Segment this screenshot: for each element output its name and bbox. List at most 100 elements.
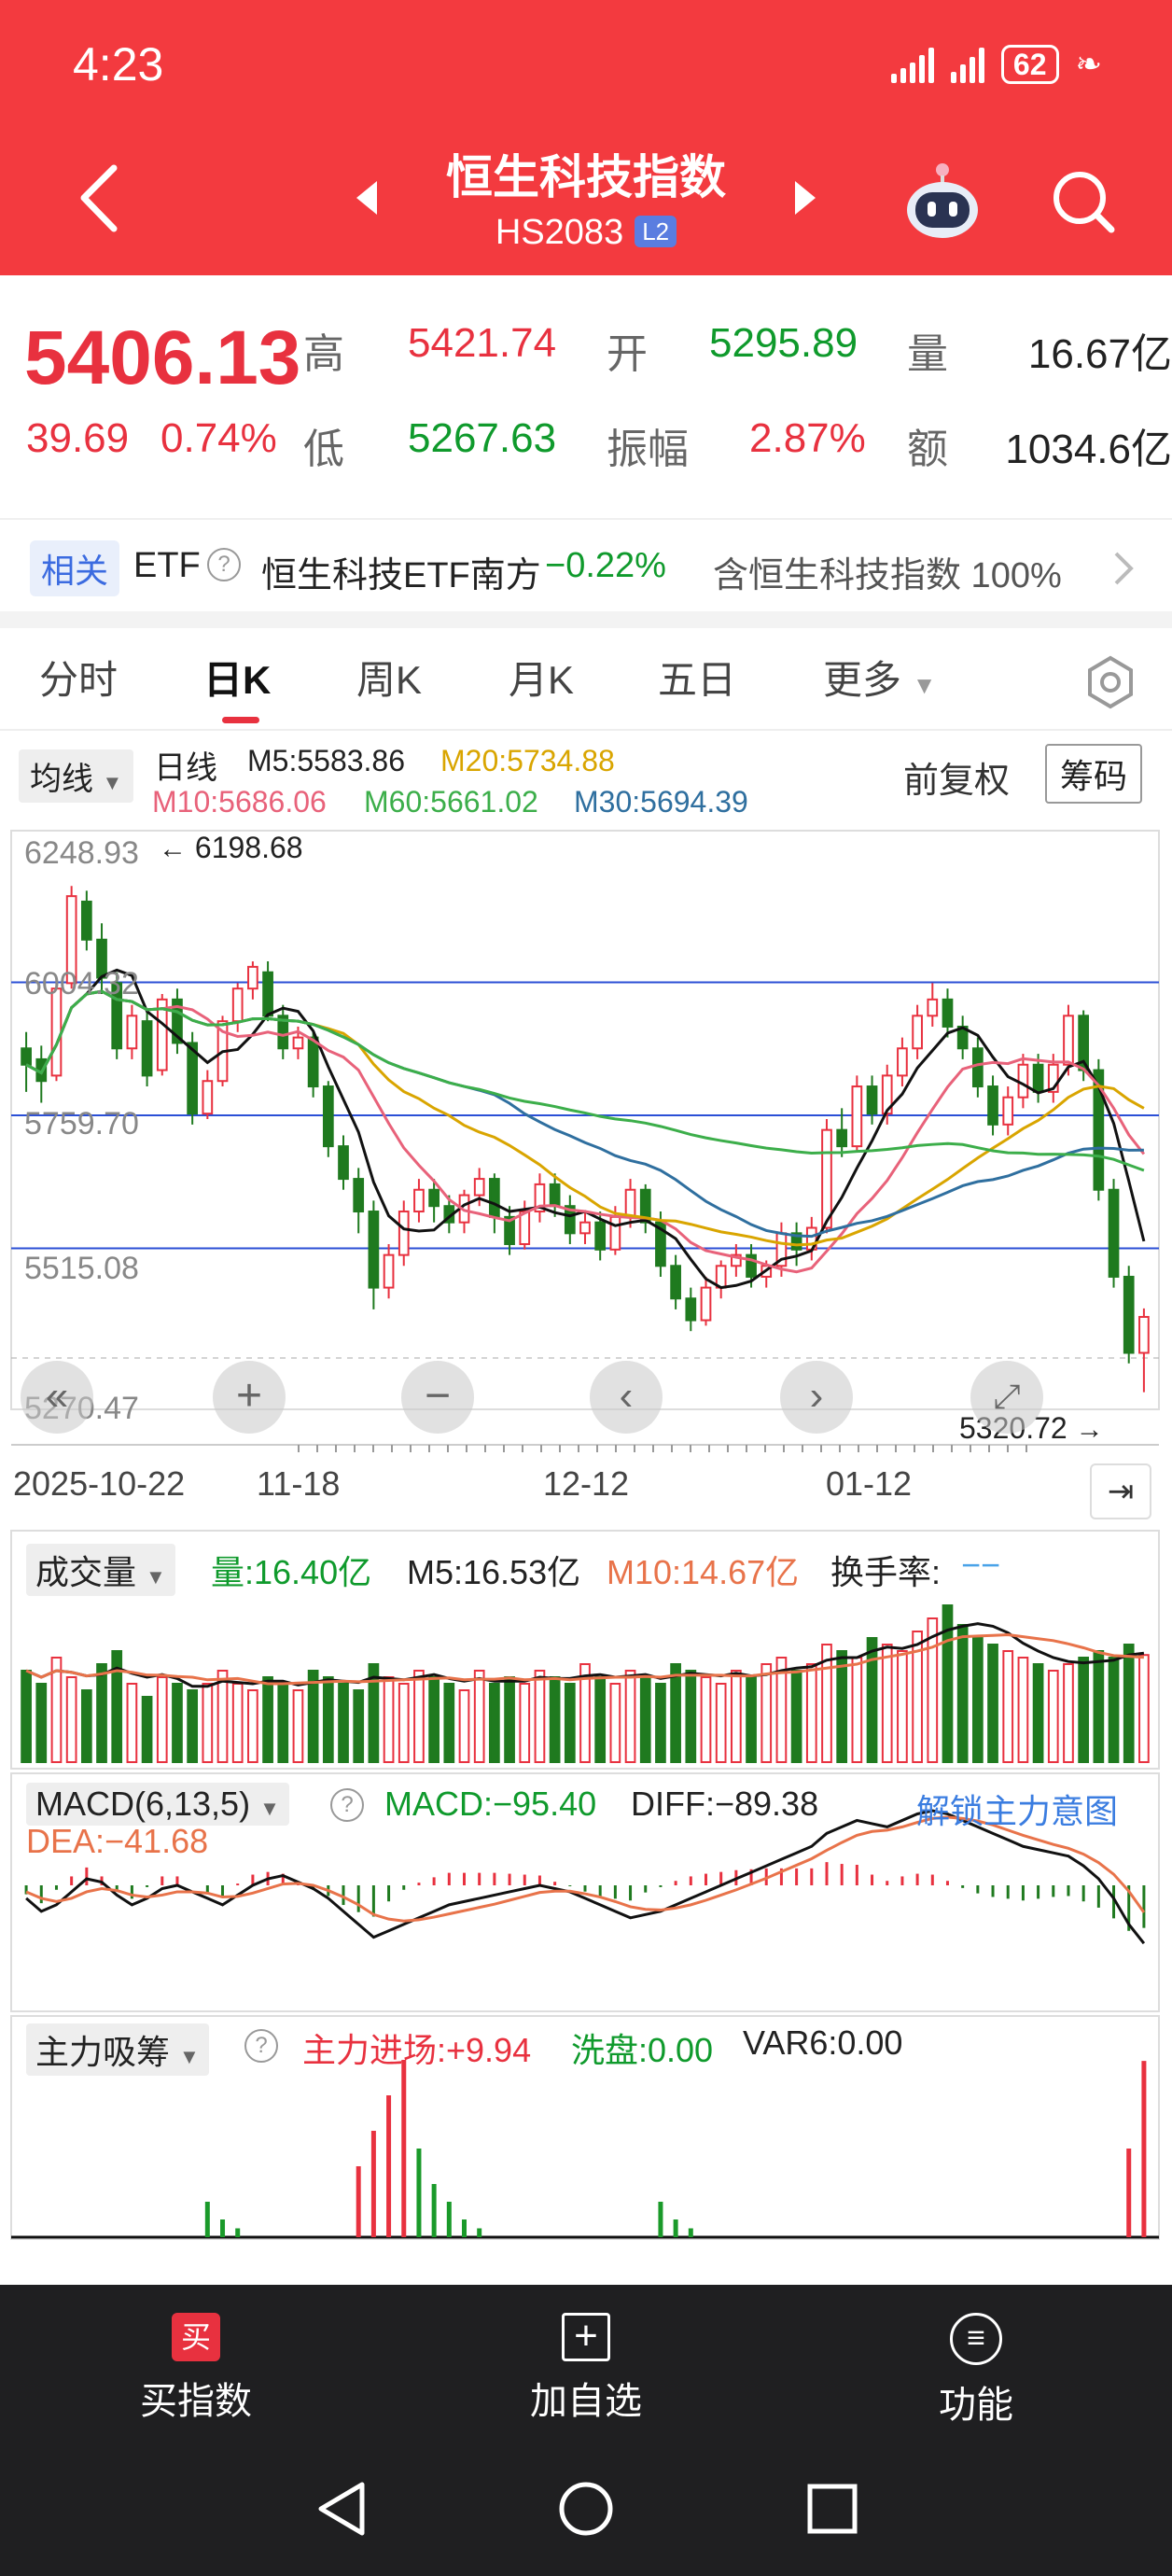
- chart-grid: [10, 830, 1160, 1410]
- ma20-line: [25, 989, 1145, 1247]
- unlock-link[interactable]: 解锁主力意图: [916, 1792, 1119, 1830]
- volume-bar: [277, 1683, 289, 1763]
- next-index-icon[interactable]: [791, 179, 819, 217]
- candle-body: [594, 1221, 607, 1251]
- volume-bar: [262, 1676, 273, 1763]
- ma-selector-label: 均线: [30, 762, 93, 797]
- candle-body: [1108, 1188, 1120, 1278]
- index-code: HS2083 L2: [0, 213, 1172, 253]
- macd-value: MACD:−95.40: [384, 1785, 597, 1823]
- robot-assistant-icon[interactable]: [900, 159, 984, 243]
- buy-index-button[interactable]: 买 买指数: [103, 2313, 289, 2425]
- candle-body: [187, 1042, 199, 1115]
- prev-index-icon[interactable]: [353, 179, 381, 217]
- current-price: 5406.13: [24, 315, 301, 400]
- back-icon[interactable]: [75, 163, 121, 233]
- leaf-icon: ❧: [1075, 47, 1103, 82]
- tab-more-label: 更多: [823, 658, 902, 702]
- tab-weekk[interactable]: 周K: [356, 658, 423, 702]
- help-icon[interactable]: ?: [244, 2029, 278, 2063]
- help-icon[interactable]: ?: [330, 1788, 364, 1822]
- volume-bar: [655, 1683, 666, 1763]
- volume-bar: [1017, 1657, 1029, 1763]
- function-button[interactable]: ≡ 功能: [883, 2313, 1069, 2429]
- vol-ma10-line: [25, 1632, 1145, 1686]
- tab-more[interactable]: 更多 ▼: [823, 649, 936, 706]
- volume-bar: [398, 1683, 410, 1763]
- caret-down-icon: ▼: [146, 1565, 166, 1589]
- volume-selector[interactable]: 成交量 ▼: [26, 1544, 175, 1596]
- signal-icon: [890, 46, 934, 83]
- amplitude-value: 2.87%: [749, 415, 866, 461]
- volume-bar: [96, 1663, 107, 1763]
- volume-bar: [1047, 1670, 1059, 1763]
- scroll-end-button[interactable]: ⇥: [1090, 1463, 1151, 1519]
- volume-bar: [594, 1676, 607, 1763]
- candle-body: [746, 1253, 757, 1278]
- etf-row[interactable]: 相关 ETF ? 恒生科技ETF南方 −0.22% 含恒生科技指数 100%: [0, 518, 1172, 611]
- adjust-label[interactable]: 前复权: [903, 762, 1011, 801]
- vol-ma5-line: [25, 1622, 1145, 1688]
- candle-body: [50, 987, 63, 1077]
- macd-selector[interactable]: MACD(6,13,5) ▼: [26, 1783, 289, 1826]
- nav-back-icon[interactable]: [314, 2479, 370, 2539]
- volume-bar: [805, 1663, 817, 1763]
- candles: [21, 886, 1150, 1393]
- nav-recent-icon[interactable]: [802, 2479, 862, 2539]
- add-watchlist-button[interactable]: + 加自选: [493, 2313, 679, 2425]
- candle-body: [1093, 1069, 1105, 1191]
- mainforce-selector-label: 主力吸筹: [35, 2033, 171, 2071]
- volume-bar: [322, 1676, 334, 1763]
- volume-bar: [700, 1676, 712, 1763]
- volume-bar: [866, 1637, 878, 1763]
- volume-bar: [443, 1683, 455, 1763]
- macd-chart: [10, 1772, 1160, 2012]
- fullscreen-icon[interactable]: ⤢: [970, 1361, 1043, 1434]
- candle-body: [655, 1221, 666, 1267]
- volume-bar: [111, 1650, 123, 1763]
- scroll-start-button[interactable]: «: [21, 1361, 93, 1434]
- zoom-in-button[interactable]: +: [213, 1361, 286, 1434]
- high-label: 高: [303, 331, 344, 377]
- y-tick-label: 6248.93: [24, 835, 139, 871]
- candle-body: [534, 1183, 546, 1213]
- turnover-value: −−: [961, 1546, 1001, 1584]
- tab-monthk[interactable]: 月K: [509, 658, 575, 702]
- search-icon[interactable]: [1050, 168, 1117, 235]
- candle-body: [353, 1178, 365, 1213]
- volume-bar: [156, 1676, 168, 1763]
- scroll-right-button[interactable]: ›: [780, 1361, 853, 1434]
- volume-bar: [1108, 1657, 1120, 1763]
- candle-body: [307, 1036, 319, 1088]
- amount-label: 额: [907, 427, 948, 472]
- volume-bar: [187, 1689, 199, 1763]
- volume-bar: [428, 1676, 440, 1763]
- mainforce-selector[interactable]: 主力吸筹 ▼: [26, 2023, 209, 2076]
- ma-selector[interactable]: 均线 ▼: [19, 749, 134, 803]
- caret-down-icon: ▼: [912, 671, 937, 699]
- volume-bar: [579, 1663, 591, 1763]
- tab-dayk[interactable]: 日K: [203, 658, 272, 702]
- tab-fenshi[interactable]: 分时: [39, 658, 119, 702]
- volume-bar: [473, 1670, 485, 1763]
- candle-body: [65, 895, 77, 985]
- volume-bar: [851, 1657, 863, 1763]
- battery-level: 62: [1000, 45, 1059, 84]
- chips-button[interactable]: 筹码: [1045, 744, 1143, 804]
- signal-icon-2: [950, 46, 984, 83]
- scroll-left-button[interactable]: ‹: [590, 1361, 663, 1434]
- help-icon[interactable]: ?: [207, 548, 241, 581]
- x-tick-label: 01-12: [826, 1464, 912, 1503]
- tab-fiveday[interactable]: 五日: [658, 658, 737, 702]
- volume-bar: [50, 1657, 63, 1763]
- candle-body: [866, 1085, 878, 1115]
- candle-body: [790, 1232, 802, 1251]
- nav-home-icon[interactable]: [556, 2479, 616, 2539]
- settings-icon[interactable]: [1082, 654, 1138, 710]
- caret-down-icon: ▼: [179, 2045, 200, 2068]
- zoom-out-button[interactable]: −: [401, 1361, 474, 1434]
- volume-bar: [881, 1644, 893, 1763]
- candle-body: [262, 971, 273, 1017]
